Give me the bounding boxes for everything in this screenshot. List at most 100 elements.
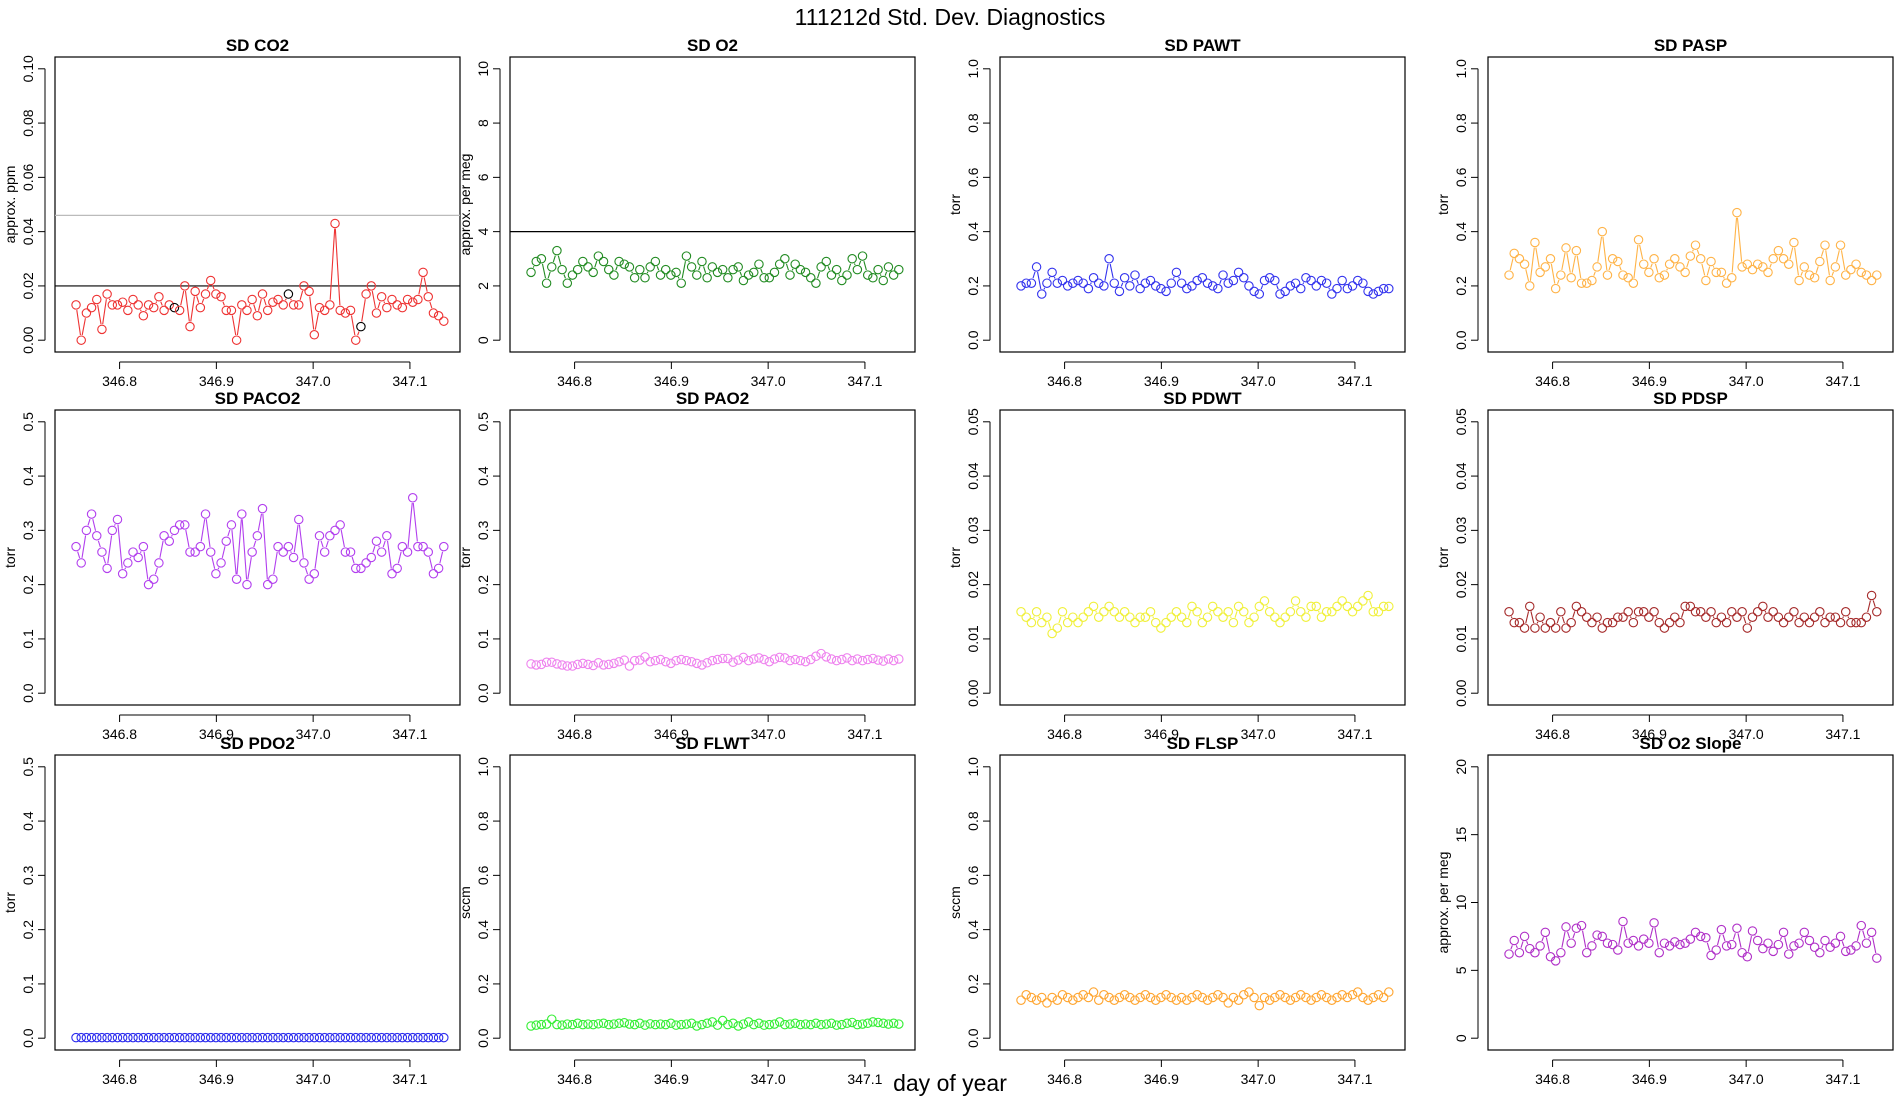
data-point	[1664, 259, 1675, 269]
data-point	[86, 509, 97, 519]
series-line	[1038, 616, 1041, 619]
data-point	[552, 1019, 562, 1030]
x-tick-label: 346.8	[1535, 373, 1570, 389]
data-point	[847, 1017, 857, 1028]
data-point	[1670, 254, 1680, 264]
data-point	[1332, 601, 1342, 612]
data-point	[1244, 617, 1254, 628]
data-point	[1114, 286, 1125, 297]
x-tick-label: 347.1	[1337, 1071, 1372, 1087]
series-line	[1795, 616, 1798, 619]
data-point	[702, 658, 712, 668]
data-point	[1373, 286, 1384, 297]
data-point	[1778, 927, 1789, 938]
data-point	[547, 262, 557, 272]
data-point	[382, 531, 392, 541]
data-point	[221, 536, 232, 546]
data-point	[873, 655, 883, 665]
data-point	[754, 259, 764, 269]
data-point	[1540, 262, 1551, 272]
x-tick-label: 346.9	[1632, 1071, 1667, 1087]
series-line	[1728, 616, 1731, 619]
series-line	[340, 529, 345, 548]
data-point	[536, 254, 547, 264]
series-line	[1650, 263, 1653, 268]
data-point	[1581, 947, 1592, 958]
data-point	[195, 1032, 206, 1043]
data-point	[1150, 281, 1161, 291]
data-point	[609, 270, 619, 280]
series-line	[159, 540, 164, 558]
data-point	[1659, 270, 1670, 280]
data-point	[692, 270, 702, 280]
data-point	[164, 1032, 175, 1043]
data-point	[1088, 273, 1099, 283]
y-tick-label: 0.2	[965, 276, 981, 296]
data-point	[1695, 607, 1706, 617]
data-point	[1820, 617, 1830, 628]
data-point	[1021, 612, 1031, 622]
y-tick-label: 0.6	[475, 865, 491, 885]
data-point	[1088, 987, 1099, 997]
data-point	[878, 656, 889, 666]
series-line	[1712, 616, 1715, 619]
data-point	[1830, 262, 1841, 272]
data-point	[439, 316, 449, 326]
series-line	[1561, 616, 1565, 624]
data-point	[1768, 607, 1778, 617]
data-point	[185, 547, 195, 557]
data-point	[800, 1019, 811, 1029]
data-point	[169, 302, 180, 313]
y-axis-label: torr	[1435, 547, 1451, 568]
data-point	[1727, 607, 1737, 617]
data-point	[330, 525, 340, 536]
data-point	[330, 1032, 340, 1043]
data-point	[407, 1032, 418, 1043]
data-point	[1783, 949, 1794, 959]
series-line	[129, 303, 132, 306]
y-tick-label: 0.6	[1453, 167, 1469, 187]
data-point	[247, 1032, 257, 1043]
series-line	[92, 519, 97, 531]
data-point	[697, 1019, 707, 1030]
data-point	[1187, 992, 1197, 1003]
y-tick-label: 0.0	[20, 683, 36, 703]
series-line	[290, 551, 292, 554]
data-point	[1026, 278, 1037, 288]
x-tick-label: 347.1	[847, 1071, 882, 1087]
y-tick-label: 0.1	[20, 629, 36, 649]
series-line	[816, 271, 821, 279]
y-tick-label: 0.10	[20, 55, 36, 82]
data-point	[361, 289, 371, 299]
data-point	[1866, 275, 1877, 286]
data-point	[728, 657, 738, 668]
data-point	[1285, 607, 1296, 617]
data-point	[1021, 990, 1031, 1000]
data-point	[707, 262, 718, 272]
y-tick-label: 0.03	[965, 517, 981, 544]
series-line	[1561, 931, 1566, 948]
data-point	[1073, 992, 1083, 1003]
series-line	[241, 519, 248, 580]
data-point	[1592, 612, 1602, 622]
series-line	[428, 557, 433, 569]
data-point	[433, 311, 444, 321]
y-tick-label: 0.4	[475, 920, 491, 940]
data-point	[878, 1018, 889, 1029]
plot-frame	[1487, 56, 1894, 353]
series-line	[439, 551, 444, 564]
data-point	[603, 264, 614, 275]
series-line	[1769, 263, 1772, 268]
series-line	[273, 551, 278, 575]
data-point	[257, 503, 268, 514]
data-point	[1685, 601, 1696, 612]
data-point	[71, 541, 81, 552]
data-point	[138, 1032, 149, 1043]
panel-title: SD PDO2	[220, 734, 295, 753]
y-tick-label: 0.4	[20, 811, 36, 831]
data-point	[1327, 995, 1337, 1005]
data-point	[790, 654, 800, 665]
data-point	[619, 259, 630, 269]
data-point	[873, 264, 883, 275]
data-point	[837, 1019, 847, 1030]
